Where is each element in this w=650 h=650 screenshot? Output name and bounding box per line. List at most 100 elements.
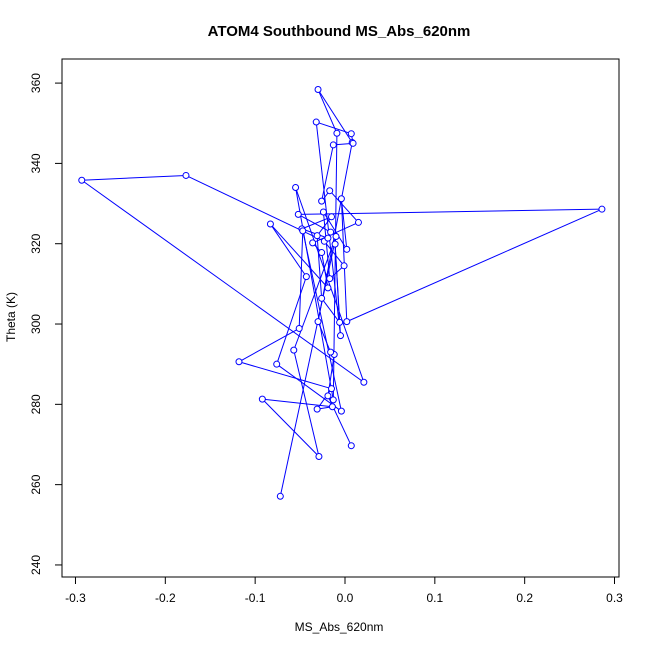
x-tick-label: -0.3 bbox=[65, 591, 86, 605]
y-axis-label: Theta (K) bbox=[4, 292, 18, 342]
data-point bbox=[336, 318, 344, 326]
series-segment bbox=[323, 240, 345, 267]
series-segment bbox=[316, 121, 352, 135]
data-point bbox=[258, 395, 266, 403]
data-point bbox=[327, 228, 335, 236]
data-point bbox=[347, 130, 355, 138]
data-point bbox=[337, 332, 344, 340]
data-point bbox=[312, 118, 320, 126]
series-segment bbox=[262, 398, 333, 408]
y-tick-label: 320 bbox=[29, 233, 43, 253]
data-point bbox=[315, 453, 323, 461]
series-segment bbox=[340, 198, 348, 322]
data-point bbox=[276, 492, 284, 500]
data-point bbox=[332, 232, 340, 240]
data-point bbox=[354, 218, 362, 226]
y-tick-label: 340 bbox=[29, 153, 43, 173]
data-point bbox=[292, 183, 300, 191]
series-segment bbox=[321, 144, 334, 202]
x-axis-label: MS_Abs_620nm bbox=[295, 620, 384, 634]
data-point bbox=[337, 407, 345, 415]
data-point bbox=[314, 86, 322, 94]
data-point bbox=[266, 220, 274, 228]
y-axis: 240 260 280 300 320 340 360 bbox=[29, 73, 62, 575]
x-tick-label: 0.2 bbox=[516, 591, 533, 605]
data-point bbox=[331, 240, 339, 248]
y-tick-label: 240 bbox=[29, 555, 43, 575]
series-segment bbox=[321, 252, 329, 288]
series-segment bbox=[302, 230, 342, 412]
y-tick-label: 300 bbox=[29, 314, 43, 334]
series-segment bbox=[293, 350, 320, 457]
data-point bbox=[343, 245, 351, 253]
plot-frame bbox=[61, 58, 620, 578]
x-tick-label: 0.3 bbox=[606, 591, 623, 605]
data-point bbox=[333, 129, 341, 137]
x-axis: -0.3 -0.2 -0.1 0.0 0.1 0.2 0.3 bbox=[65, 577, 623, 605]
y-tick-label: 280 bbox=[29, 394, 43, 414]
series-segment bbox=[316, 216, 332, 236]
y-tick-label: 260 bbox=[29, 474, 43, 494]
data-point bbox=[340, 262, 348, 270]
data-point bbox=[290, 346, 298, 354]
data-point bbox=[326, 275, 334, 283]
series-segment bbox=[321, 298, 341, 323]
data-point bbox=[302, 273, 310, 281]
data-point bbox=[343, 318, 351, 326]
data-point bbox=[598, 205, 606, 213]
data-series bbox=[78, 86, 606, 500]
data-point bbox=[324, 234, 332, 242]
series-segment bbox=[340, 198, 348, 250]
data-point bbox=[319, 208, 327, 216]
data-point bbox=[299, 227, 307, 235]
data-point bbox=[313, 405, 321, 413]
data-point bbox=[326, 187, 334, 195]
series-segment bbox=[238, 328, 300, 363]
series-segment bbox=[295, 187, 365, 383]
series-segment bbox=[261, 398, 320, 457]
data-point bbox=[329, 141, 337, 149]
data-point bbox=[182, 171, 190, 179]
series-segment bbox=[276, 363, 342, 412]
series-segment bbox=[81, 174, 187, 181]
data-point bbox=[295, 324, 303, 332]
chart-title: ATOM4 Southbound MS_Abs_620nm bbox=[208, 23, 471, 40]
data-point bbox=[318, 249, 326, 257]
y-tick-label: 360 bbox=[29, 73, 43, 93]
series-segment bbox=[346, 208, 603, 323]
series-segment bbox=[238, 361, 332, 390]
data-point bbox=[78, 176, 86, 184]
data-point bbox=[309, 239, 317, 247]
series-segment bbox=[276, 276, 307, 365]
series-segment bbox=[312, 221, 359, 244]
data-point bbox=[349, 139, 357, 147]
x-tick-label: -0.1 bbox=[245, 591, 266, 605]
series-segment bbox=[298, 230, 304, 329]
series-segment bbox=[270, 223, 307, 277]
data-point bbox=[294, 210, 302, 218]
series-segment bbox=[317, 89, 353, 143]
data-point bbox=[324, 392, 332, 400]
series-segment bbox=[322, 211, 331, 279]
series-segment bbox=[270, 223, 329, 289]
series-segment bbox=[301, 216, 332, 230]
x-tick-label: 0.1 bbox=[426, 591, 443, 605]
series-segment bbox=[329, 190, 359, 223]
series-segment bbox=[316, 235, 323, 299]
series-segment bbox=[315, 121, 341, 336]
series-segment bbox=[317, 89, 338, 134]
data-point bbox=[324, 284, 332, 292]
data-point bbox=[313, 232, 321, 240]
data-point bbox=[328, 403, 336, 411]
data-point bbox=[318, 294, 326, 302]
data-point bbox=[328, 213, 336, 221]
data-point bbox=[327, 348, 335, 356]
data-point bbox=[337, 195, 345, 203]
series-segment bbox=[81, 179, 365, 383]
data-point bbox=[328, 385, 336, 393]
data-point bbox=[235, 358, 243, 366]
x-tick-label: 0.0 bbox=[337, 591, 354, 605]
x-tick-label: -0.2 bbox=[155, 591, 176, 605]
